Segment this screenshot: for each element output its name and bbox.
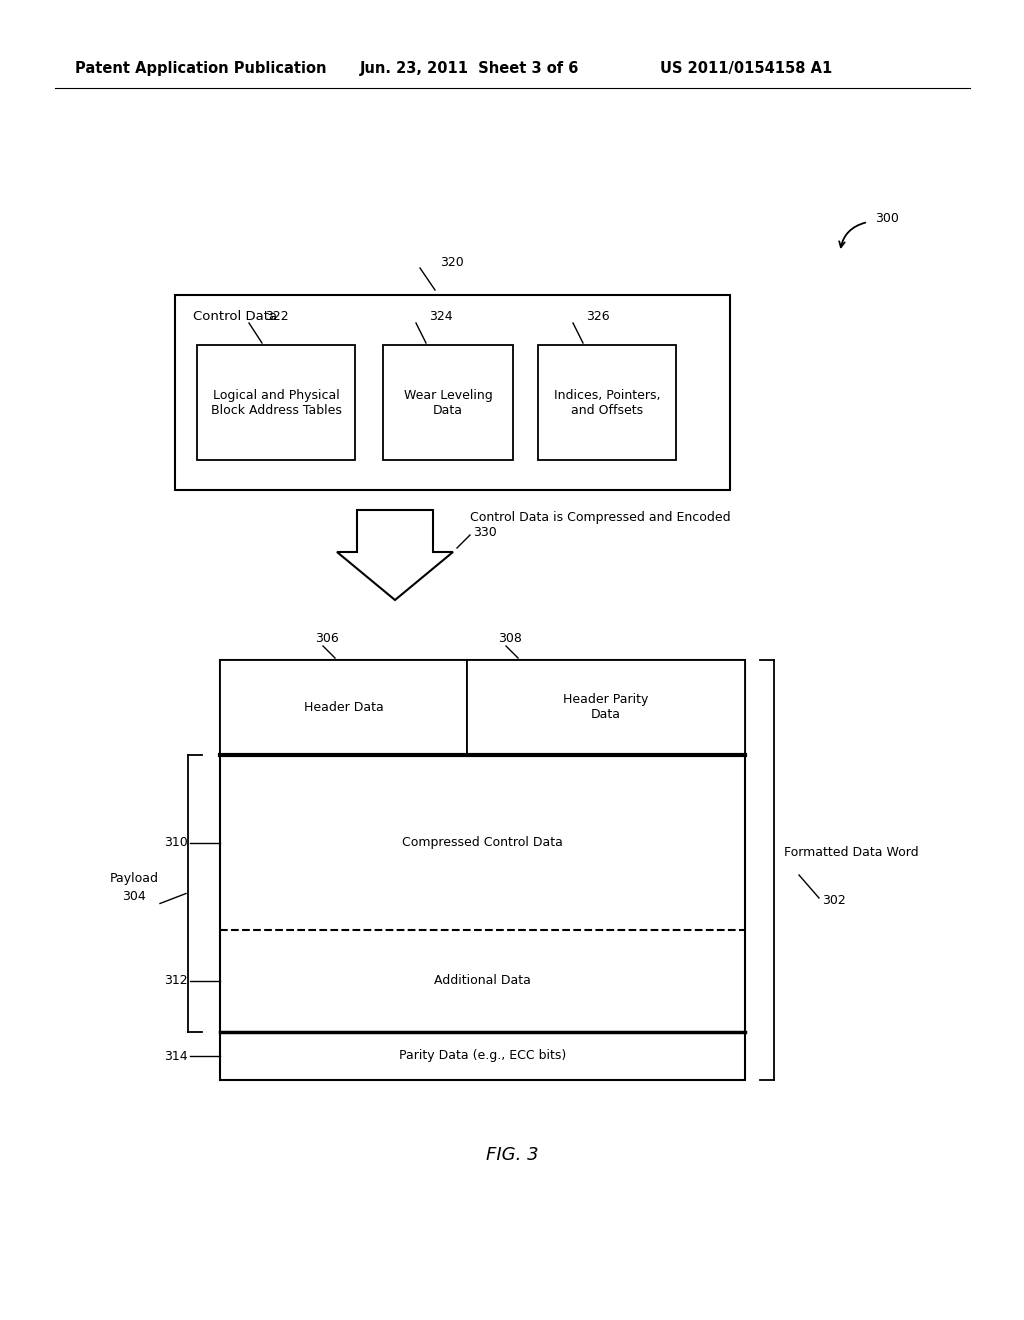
Text: Parity Data (e.g., ECC bits): Parity Data (e.g., ECC bits) (399, 1049, 566, 1063)
Text: Compressed Control Data: Compressed Control Data (402, 836, 563, 849)
Text: Header Data: Header Data (303, 701, 383, 714)
Text: FIG. 3: FIG. 3 (485, 1146, 539, 1164)
Text: Patent Application Publication: Patent Application Publication (75, 61, 327, 75)
Text: Control Data: Control Data (193, 310, 278, 323)
Bar (538, 345, 676, 459)
Polygon shape (337, 510, 453, 601)
Text: Control Data is Compressed and Encoded: Control Data is Compressed and Encoded (470, 511, 731, 524)
Text: 312: 312 (165, 974, 188, 987)
Text: Payload: Payload (110, 873, 159, 884)
Text: 304: 304 (122, 890, 145, 903)
Text: Logical and Physical
Block Address Tables: Logical and Physical Block Address Table… (211, 388, 341, 417)
Bar (197, 345, 355, 459)
Text: 300: 300 (874, 211, 899, 224)
Text: 314: 314 (165, 1049, 188, 1063)
Text: Wear Leveling
Data: Wear Leveling Data (403, 388, 493, 417)
Text: Header Parity
Data: Header Parity Data (563, 693, 648, 722)
Text: Indices, Pointers,
and Offsets: Indices, Pointers, and Offsets (554, 388, 660, 417)
Text: 310: 310 (164, 836, 188, 849)
Bar (383, 345, 513, 459)
Text: 324: 324 (429, 310, 453, 323)
Text: 308: 308 (498, 631, 522, 644)
Text: US 2011/0154158 A1: US 2011/0154158 A1 (660, 61, 833, 75)
Text: 326: 326 (586, 310, 609, 323)
Text: 320: 320 (440, 256, 464, 268)
Text: 322: 322 (265, 310, 289, 323)
Text: Formatted Data Word: Formatted Data Word (784, 846, 919, 858)
Text: 330: 330 (473, 527, 497, 540)
Text: 306: 306 (315, 631, 339, 644)
Text: Additional Data: Additional Data (434, 974, 530, 987)
Text: Jun. 23, 2011  Sheet 3 of 6: Jun. 23, 2011 Sheet 3 of 6 (360, 61, 580, 75)
Text: 302: 302 (822, 894, 846, 907)
Bar (220, 660, 467, 755)
Bar (220, 660, 745, 1080)
Bar (467, 660, 745, 755)
Bar (175, 294, 730, 490)
